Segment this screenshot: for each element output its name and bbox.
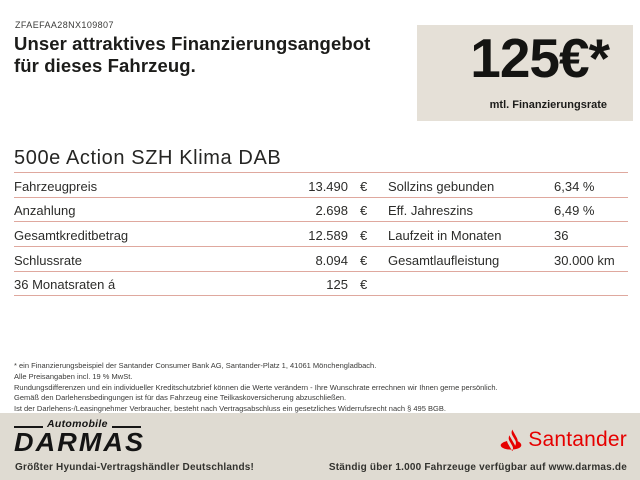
currency-unit: € xyxy=(360,178,368,194)
monthly-rate-amount: 125€* xyxy=(470,27,610,89)
row-label: Schlussrate xyxy=(14,252,82,268)
row-label: Sollzins gebunden xyxy=(388,178,495,194)
darmas-logo-top: Automobile xyxy=(14,419,141,430)
row-value: 30.000 km xyxy=(554,252,615,268)
currency-unit: € xyxy=(360,228,368,244)
table-row: 36 Monatsraten á 125 € xyxy=(14,272,628,297)
logo-rule-left xyxy=(14,425,43,428)
row-value: 6,49 % xyxy=(554,203,595,219)
row-label: 36 Monatsraten á xyxy=(14,277,116,293)
disclaimer-line: Alle Preisangaben incl. 19 % MwSt. xyxy=(14,371,133,381)
row-value: 125 xyxy=(326,277,348,293)
currency-unit: € xyxy=(360,203,368,219)
santander-wordmark: Santander xyxy=(528,428,627,451)
financing-table: Fahrzeugpreis 13.490 € Sollzins gebunden… xyxy=(14,173,628,297)
headline-line2: für dieses Fahrzeug. xyxy=(14,54,196,76)
availability-tagline: Ständig über 1.000 Fahrzeuge verfügbar a… xyxy=(328,462,627,473)
footer: Automobile DARMAS Santander Größter Hyun… xyxy=(0,413,640,480)
row-label: Gesamtkreditbetrag xyxy=(14,228,129,244)
row-label: Fahrzeugpreis xyxy=(14,178,98,194)
disclaimer-line: Rundungsdifferenzen und ein individuelle… xyxy=(14,382,498,392)
row-value: 2.698 xyxy=(315,203,348,219)
row-value: 8.094 xyxy=(315,252,348,268)
darmas-logo-automobile: Automobile xyxy=(47,418,108,430)
table-row: Fahrzeugpreis 13.490 € Sollzins gebunden… xyxy=(14,173,628,198)
disclaimer-line: * ein Finanzierungsbeispiel der Santande… xyxy=(14,361,377,370)
logo-rule-right xyxy=(111,425,141,428)
headline: Unser attraktives Finanzierungsangebot fü… xyxy=(14,33,370,76)
row-value: 12.589 xyxy=(308,228,348,244)
row-label: Gesamtlaufleistung xyxy=(388,252,500,268)
santander-logo: Santander xyxy=(499,428,627,452)
vin-number: ZFAEFAA28NX109807 xyxy=(15,20,114,30)
disclaimer: * ein Finanzierungsbeispiel der Santande… xyxy=(14,361,626,415)
disclaimer-line: Gemäß den Darlehensbedingungen ist für d… xyxy=(14,393,347,403)
dealer-tagline: Größter Hyundai-Vertragshändler Deutschl… xyxy=(15,462,255,473)
currency-unit: € xyxy=(360,277,368,293)
disclaimer-line: Ist der Darlehens-/Leasingnehmer Verbrau… xyxy=(14,404,446,414)
table-row: Gesamtkreditbetrag 12.589 € Laufzeit in … xyxy=(14,222,628,248)
row-value: 6,34 % xyxy=(554,178,595,194)
row-label: Anzahlung xyxy=(14,203,76,219)
headline-line1: Unser attraktives Finanzierungsangebot xyxy=(14,33,371,54)
row-label: Eff. Jahreszins xyxy=(388,203,474,219)
table-row: Anzahlung 2.698 € Eff. Jahreszins 6,49 % xyxy=(14,198,628,223)
vehicle-title: 500e Action SZH Klima DAB xyxy=(14,147,628,173)
table-row: Schlussrate 8.094 € Gesamtlaufleistung 3… xyxy=(14,247,628,272)
row-label: Laufzeit in Monaten xyxy=(388,228,502,244)
santander-flame-icon xyxy=(500,429,522,451)
darmas-logo: Automobile DARMAS xyxy=(14,419,143,455)
monthly-rate-box: 125€* mtl. Finanzierungsrate xyxy=(417,25,633,121)
darmas-logo-name: DARMAS xyxy=(14,427,146,457)
monthly-rate-caption: mtl. Finanzierungsrate xyxy=(489,99,607,111)
row-value: 36 xyxy=(554,228,569,244)
row-value: 13.490 xyxy=(308,178,348,194)
currency-unit: € xyxy=(360,252,368,268)
